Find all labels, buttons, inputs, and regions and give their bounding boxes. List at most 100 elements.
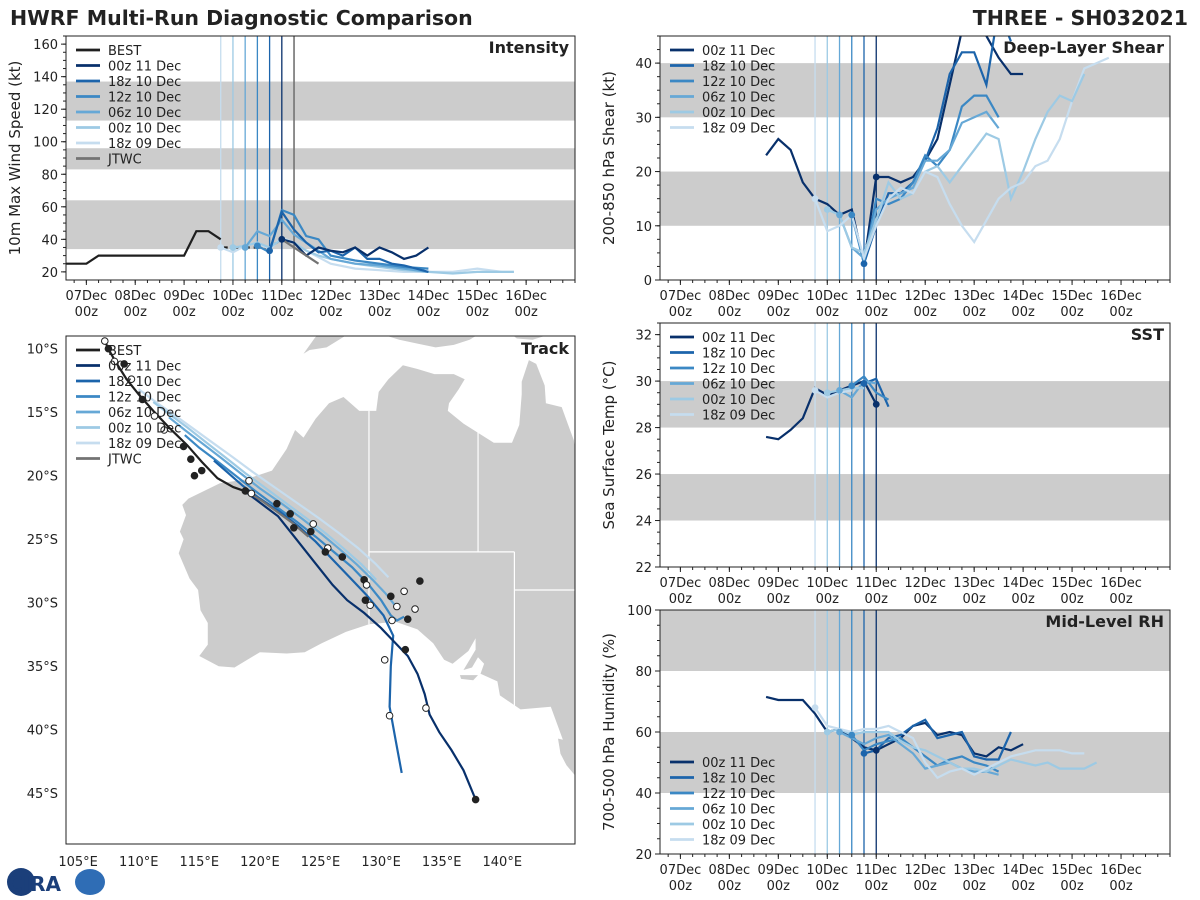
track-position-marker bbox=[286, 510, 295, 518]
track-position-marker bbox=[400, 587, 408, 596]
sst-legend-label: 18z 09 Dec bbox=[702, 409, 775, 424]
shear-xtick-label: 14Dec bbox=[1002, 289, 1044, 304]
rh-legend-label: 00z 11 Dec bbox=[702, 756, 775, 771]
sst-panel: 22242628303207Dec00z08Dec00z09Dec00z10De… bbox=[600, 322, 1171, 607]
rh-xtick-label: 14Dec bbox=[1002, 863, 1044, 878]
rh-ytick-label: 60 bbox=[635, 726, 652, 741]
intensity-xtick-label: 12Dec bbox=[310, 289, 352, 304]
rh-band bbox=[660, 610, 1170, 671]
track-lon-label: 135°E bbox=[422, 855, 462, 870]
track-12z-10-dec bbox=[184, 434, 405, 622]
rh-xtick-label: 07Dec bbox=[660, 863, 702, 878]
intensity-series-18z-10-dec bbox=[268, 209, 429, 273]
intensity-band bbox=[66, 148, 575, 170]
rh-init-marker bbox=[872, 746, 880, 754]
intensity-xtick-label: 00z bbox=[466, 305, 490, 320]
shear-xtick-label: 11Dec bbox=[855, 289, 897, 304]
sst-xtick-label: 07Dec bbox=[660, 576, 702, 591]
sst-series-12z-10-dec bbox=[851, 374, 890, 401]
rh-series-18z-09-dec bbox=[814, 706, 1085, 780]
rh-xtick-label: 00z bbox=[718, 879, 742, 894]
sst-series-00z-11-dec bbox=[765, 379, 878, 441]
intensity-xtick-label: 09Dec bbox=[163, 289, 205, 304]
rh-legend-label: 12z 10 Dec bbox=[702, 787, 775, 802]
shear-init-marker bbox=[848, 211, 856, 219]
shear-legend-label: 12z 10 Dec bbox=[702, 75, 775, 90]
intensity-legend-label: 00z 11 Dec bbox=[108, 60, 181, 75]
shear-xtick-label: 00z bbox=[718, 305, 742, 320]
shear-panel: 01020304007Dec00z08Dec00z09Dec00z10Dec00… bbox=[600, 35, 1171, 320]
track-jtwc bbox=[247, 491, 310, 538]
rh-xtick-label: 08Dec bbox=[709, 863, 751, 878]
track-position-marker bbox=[197, 466, 206, 475]
sst-legend-label: 18z 10 Dec bbox=[702, 347, 775, 362]
track-lat-label: 45°S bbox=[27, 787, 58, 802]
sst-xtick-label: 11Dec bbox=[855, 576, 897, 591]
sst-series-00z-10-dec bbox=[827, 387, 864, 394]
shear-xtick-label: 09Dec bbox=[757, 289, 799, 304]
sst-xtick-label: 12Dec bbox=[904, 576, 946, 591]
rh-init-marker bbox=[848, 731, 856, 739]
sst-series-18z-09-dec bbox=[814, 389, 853, 399]
track-position-marker bbox=[120, 360, 128, 368]
rh-xtick-label: 00z bbox=[1060, 879, 1084, 894]
intensity-xtick-label: 00z bbox=[221, 305, 245, 320]
track-position-marker bbox=[307, 527, 315, 536]
intensity-init-marker bbox=[266, 247, 273, 255]
sst-frame bbox=[659, 322, 1171, 568]
cira-logo: CIRA bbox=[7, 868, 105, 896]
intensity-legend-label: 18z 10 Dec bbox=[108, 75, 181, 90]
track-position-marker bbox=[422, 704, 430, 712]
intensity-panel: 2040608010012014016007Dec00z08Dec00z09De… bbox=[6, 35, 576, 320]
intensity-ytick-label: 40 bbox=[41, 233, 58, 248]
rh-xtick-label: 16Dec bbox=[1100, 863, 1142, 878]
intensity-xtick-label: 00z bbox=[75, 305, 99, 320]
intensity-init-marker bbox=[278, 235, 286, 243]
sst-xtick-label: 09Dec bbox=[757, 576, 799, 591]
intensity-xtick-label: 00z bbox=[514, 305, 538, 320]
sst-xtick-label: 00z bbox=[1109, 592, 1133, 607]
intensity-ytick-label: 120 bbox=[33, 103, 58, 118]
intensity-ytick-label: 140 bbox=[33, 71, 58, 86]
track-panel: 105°E 110°E 115°E 120°E 125°E 130°E 135°E 140°E… bbox=[27, 335, 576, 870]
track-lat-label: 15°S bbox=[27, 406, 58, 421]
shear-xtick-label: 00z bbox=[1060, 305, 1084, 320]
rh-series-12z-10-dec bbox=[850, 734, 1000, 773]
track-00z-10-dec bbox=[152, 401, 377, 581]
track-position-marker bbox=[290, 523, 298, 532]
shear-xtick-label: 07Dec bbox=[660, 289, 702, 304]
sst-ytick-label: 28 bbox=[635, 422, 652, 437]
track-lon-label: 110°E bbox=[119, 855, 159, 870]
sst-init-marker bbox=[848, 382, 856, 390]
rh-xtick-label: 00z bbox=[962, 879, 986, 894]
sst-band bbox=[660, 381, 1170, 428]
intensity-init-marker bbox=[217, 244, 225, 251]
sst-legend-label: 00z 10 Dec bbox=[702, 393, 775, 408]
intensity-init-marker bbox=[229, 244, 237, 251]
intensity-xtick-label: 00z bbox=[270, 305, 294, 320]
sst-legend-label: 00z 11 Dec bbox=[702, 331, 775, 346]
rh-legend-label: 06z 10 Dec bbox=[702, 803, 775, 818]
track-position-marker bbox=[321, 548, 330, 556]
track-legend-label: BEST bbox=[108, 344, 141, 359]
sst-xtick-label: 00z bbox=[1060, 592, 1084, 607]
track-legend-label: JTWC bbox=[107, 453, 142, 468]
intensity-xtick-label: 00z bbox=[124, 305, 148, 320]
rh-legend-label: 00z 10 Dec bbox=[702, 818, 775, 833]
track-lon-label: 130°E bbox=[361, 855, 401, 870]
track-position-marker bbox=[179, 442, 188, 451]
track-legend-label: 00z 10 Dec bbox=[108, 422, 181, 437]
shear-legend-label: 00z 11 Dec bbox=[702, 44, 775, 59]
track-lat-label: 10°S bbox=[27, 343, 58, 358]
cira-logo-globe bbox=[7, 868, 35, 896]
track-position-marker bbox=[471, 795, 480, 804]
rh-xtick-label: 00z bbox=[767, 879, 791, 894]
rh-ytick-label: 80 bbox=[635, 665, 652, 680]
rh-xtick-label: 15Dec bbox=[1051, 863, 1093, 878]
track-position-marker bbox=[338, 553, 347, 561]
rh-init-marker bbox=[836, 728, 843, 736]
track-legend-label: 00z 11 Dec bbox=[108, 360, 181, 375]
intensity-xtick-label: 00z bbox=[417, 305, 441, 320]
rh-legend-label: 18z 09 Dec bbox=[702, 834, 775, 849]
shear-ytick-label: 20 bbox=[635, 166, 652, 181]
